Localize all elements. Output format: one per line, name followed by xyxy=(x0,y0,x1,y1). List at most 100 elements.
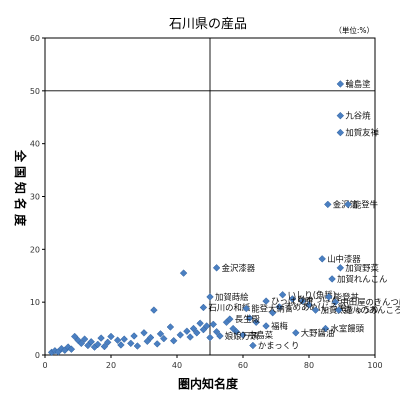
data-point xyxy=(199,303,208,312)
data-point xyxy=(252,318,260,326)
data-point-label: ひっぱり餅 xyxy=(271,296,313,306)
data-point xyxy=(103,338,112,347)
data-point-label: 福梅 xyxy=(271,321,288,331)
data-point xyxy=(80,335,89,343)
data-point-label: 大野醤油 xyxy=(301,328,335,338)
data-point xyxy=(331,298,340,306)
x-tick-label: 60 xyxy=(238,361,248,370)
x-tick-label: 40 xyxy=(172,361,182,370)
data-point xyxy=(239,331,247,339)
data-point xyxy=(189,324,198,333)
data-point-label: 森八のあんころ餅 xyxy=(344,305,400,315)
data-point xyxy=(324,200,332,209)
data-point xyxy=(186,333,194,341)
data-point xyxy=(334,306,343,314)
data-point-label: 輪島塗 xyxy=(345,79,371,89)
x-tick-label: 20 xyxy=(106,361,116,370)
data-point xyxy=(298,297,307,305)
data-point xyxy=(206,333,214,342)
data-point-label: 中田屋のきんつば xyxy=(340,297,400,307)
data-point xyxy=(107,332,115,341)
x-axis-title: 圏内知名度 xyxy=(178,376,239,391)
data-point-label: かまっくり xyxy=(258,340,300,350)
data-point xyxy=(117,341,125,349)
y-tick-label: 40 xyxy=(30,140,40,149)
data-point xyxy=(206,293,214,301)
data-point-label: 加賀野菜 xyxy=(345,263,379,273)
data-point xyxy=(232,327,241,336)
data-point xyxy=(249,341,257,350)
data-point xyxy=(183,327,191,335)
data-point xyxy=(242,304,251,313)
x-tick-label: 0 xyxy=(42,361,47,370)
data-point xyxy=(153,340,161,348)
data-point xyxy=(212,264,221,272)
data-point xyxy=(87,338,95,346)
data-point xyxy=(97,334,105,342)
data-point-label: 九谷焼 xyxy=(345,111,371,121)
data-point xyxy=(67,345,76,353)
data-point xyxy=(226,315,234,323)
data-point xyxy=(262,297,270,305)
data-point xyxy=(179,269,188,277)
data-point xyxy=(156,330,165,338)
data-point xyxy=(146,333,155,342)
data-point-label: 長生殿 xyxy=(235,314,261,324)
data-point-label: 加賀蒔絵 xyxy=(215,292,249,302)
data-point-label: 能登丼 xyxy=(334,292,359,302)
data-point xyxy=(311,306,320,314)
data-point xyxy=(245,314,254,322)
data-point xyxy=(336,264,345,272)
x-tick-label: 80 xyxy=(304,361,314,370)
data-point xyxy=(160,334,168,343)
data-point xyxy=(305,301,313,309)
data-point-label: いしり(魚醤) xyxy=(288,290,336,300)
y-axis-title: 全国知名度 xyxy=(13,149,28,230)
data-point xyxy=(113,336,122,344)
data-point xyxy=(344,200,352,209)
data-point xyxy=(133,342,142,350)
data-point xyxy=(336,111,345,120)
data-point-label: 金沢漆器 xyxy=(222,263,256,273)
data-point-label: ひゃっぱん xyxy=(298,294,340,304)
y-tick-label: 0 xyxy=(35,351,40,360)
data-point xyxy=(212,327,221,336)
data-point-label: 水室饅頭 xyxy=(331,324,365,334)
chart-title: 石川県の産品 xyxy=(169,16,247,32)
data-point-label: 娘娘万頭 xyxy=(225,331,259,341)
data-point xyxy=(209,320,218,329)
data-point xyxy=(268,308,277,317)
data-point xyxy=(336,80,345,88)
data-point xyxy=(100,342,109,351)
data-point-label: 加賀友禅 xyxy=(345,128,379,138)
y-tick-label: 50 xyxy=(30,87,40,96)
y-tick-label: 20 xyxy=(30,245,40,254)
data-point xyxy=(193,329,201,337)
data-point xyxy=(278,291,287,299)
data-point xyxy=(169,336,178,345)
y-tick-label: 30 xyxy=(30,193,40,202)
y-tick-label: 10 xyxy=(30,298,40,307)
data-point xyxy=(77,339,86,348)
y-tick-label: 60 xyxy=(30,34,40,43)
data-point-label: 能登大納言 xyxy=(251,304,293,314)
data-point xyxy=(318,255,326,263)
data-point xyxy=(120,335,128,343)
data-point xyxy=(275,303,284,311)
data-point xyxy=(176,331,185,339)
data-point xyxy=(262,322,270,330)
data-point xyxy=(94,340,102,349)
data-point xyxy=(292,329,300,337)
data-point-label: 中島菜 xyxy=(248,330,274,340)
data-point-label: るめあめ(じろ飴) xyxy=(284,302,349,312)
data-point xyxy=(288,295,297,303)
data-point xyxy=(328,275,336,283)
data-point xyxy=(216,332,224,340)
data-point xyxy=(196,319,204,328)
data-point xyxy=(166,323,175,331)
data-point-label: 石川の和紙 xyxy=(208,302,250,312)
data-point xyxy=(202,322,211,330)
data-point-label: 加賀れんこん xyxy=(337,274,387,284)
data-point xyxy=(140,329,148,337)
